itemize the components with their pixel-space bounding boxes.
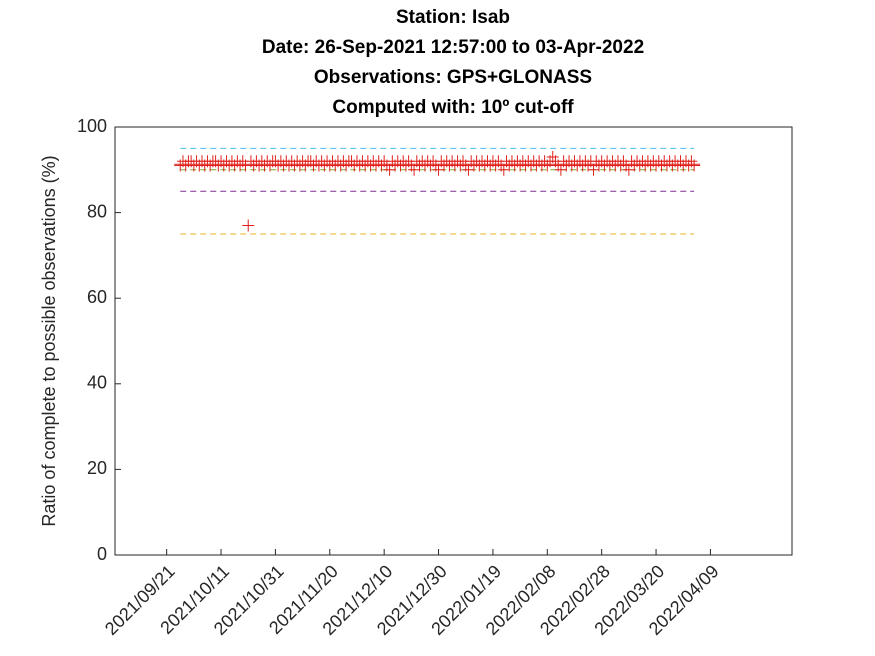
y-tick-label: 40: [87, 373, 107, 393]
chart-title: Computed with: 10º cut-off: [332, 97, 574, 118]
y-axis-label: Ratio of complete to possible observatio…: [39, 155, 59, 526]
chart-title: Station: Isab: [396, 7, 510, 28]
y-tick-label: 80: [87, 201, 107, 221]
chart-title: Observations: GPS+GLONASS: [314, 67, 592, 88]
y-tick-label: 0: [97, 544, 107, 564]
marker: [242, 219, 255, 232]
chart-title: Date: 26-Sep-2021 12:57:00 to 03-Apr-202…: [262, 37, 644, 58]
y-tick-label: 20: [87, 458, 107, 478]
plot-frame: [114, 126, 793, 556]
marker: [688, 159, 701, 172]
y-tick-label: 60: [87, 287, 107, 307]
y-tick-label: 100: [77, 116, 107, 136]
